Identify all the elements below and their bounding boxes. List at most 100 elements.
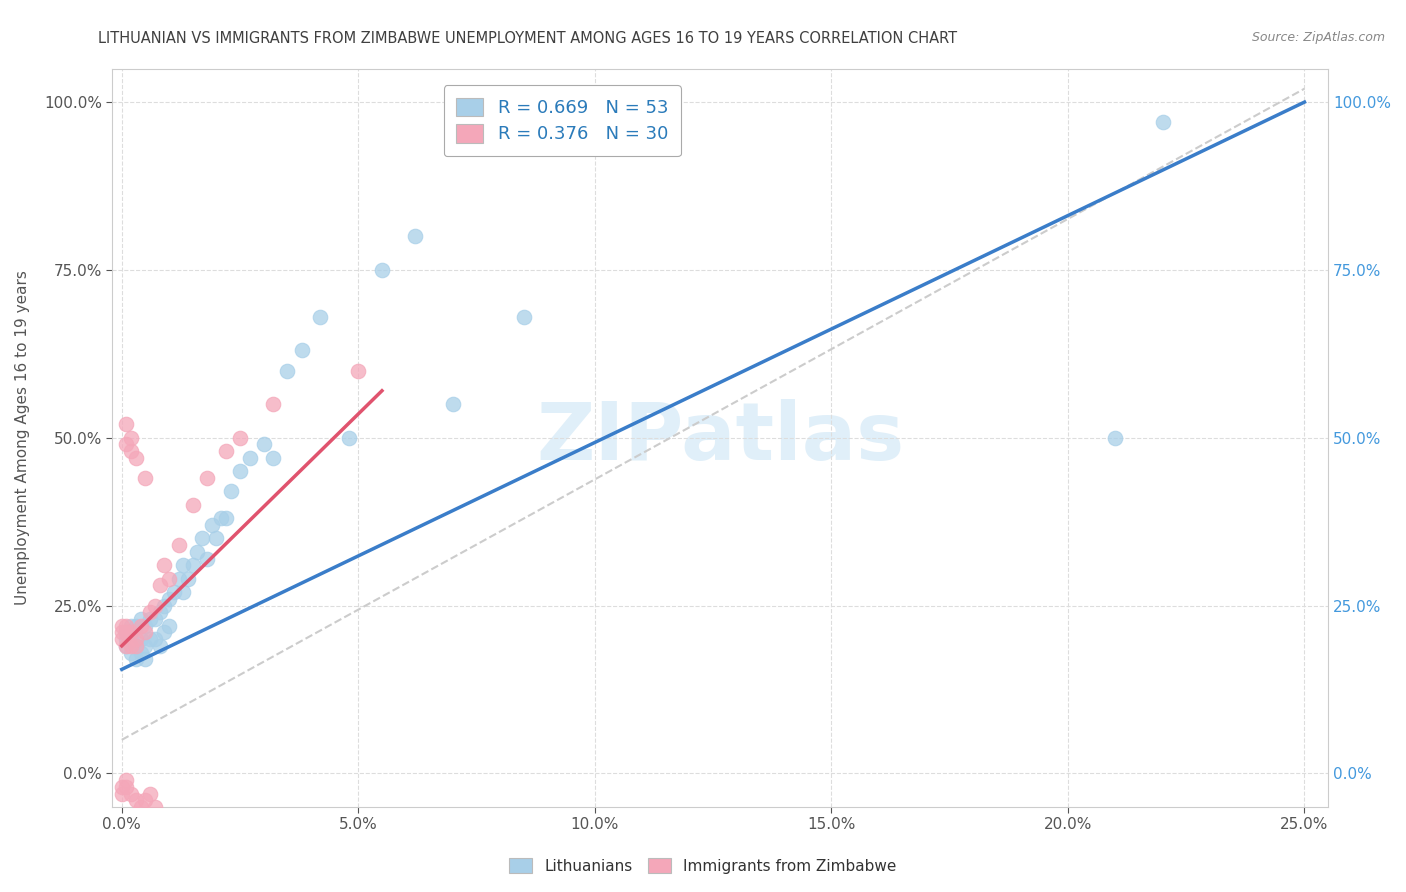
Point bbox=[172, 558, 194, 573]
Point bbox=[157, 591, 180, 606]
Point bbox=[215, 444, 238, 458]
Point bbox=[115, 639, 138, 653]
Point bbox=[1104, 431, 1126, 445]
Point bbox=[309, 310, 332, 324]
Point bbox=[134, 639, 156, 653]
Text: ZIPatlas: ZIPatlas bbox=[536, 399, 904, 476]
Point bbox=[143, 599, 166, 613]
Point bbox=[404, 229, 426, 244]
Point bbox=[125, 450, 148, 465]
Point bbox=[441, 397, 464, 411]
Point bbox=[111, 625, 134, 640]
Point bbox=[371, 263, 394, 277]
Point bbox=[120, 444, 142, 458]
Point bbox=[111, 780, 134, 794]
Point bbox=[215, 511, 238, 525]
Point bbox=[195, 471, 218, 485]
Point bbox=[129, 618, 152, 632]
Legend: R = 0.669   N = 53, R = 0.376   N = 30: R = 0.669 N = 53, R = 0.376 N = 30 bbox=[443, 85, 681, 156]
Point bbox=[134, 793, 156, 807]
Point bbox=[120, 625, 142, 640]
Point bbox=[139, 612, 162, 626]
Point bbox=[157, 572, 180, 586]
Point bbox=[201, 518, 224, 533]
Point bbox=[238, 450, 260, 465]
Point bbox=[143, 800, 166, 814]
Point bbox=[347, 363, 370, 377]
Point bbox=[125, 632, 148, 647]
Point bbox=[134, 471, 156, 485]
Text: Source: ZipAtlas.com: Source: ZipAtlas.com bbox=[1251, 31, 1385, 45]
Point bbox=[134, 652, 156, 666]
Point bbox=[290, 343, 312, 358]
Point bbox=[120, 646, 142, 660]
Point bbox=[262, 450, 284, 465]
Point bbox=[229, 464, 252, 478]
Point bbox=[157, 618, 180, 632]
Point bbox=[195, 551, 218, 566]
Point bbox=[125, 639, 148, 653]
Point bbox=[253, 437, 276, 451]
Point bbox=[139, 787, 162, 801]
Point bbox=[172, 585, 194, 599]
Point bbox=[143, 632, 166, 647]
Point bbox=[115, 773, 138, 788]
Point bbox=[153, 625, 176, 640]
Point bbox=[139, 632, 162, 647]
Point bbox=[115, 417, 138, 432]
Point bbox=[163, 585, 186, 599]
Point bbox=[115, 625, 138, 640]
Point bbox=[1152, 115, 1174, 129]
Point bbox=[149, 639, 172, 653]
Point bbox=[120, 431, 142, 445]
Point bbox=[115, 625, 138, 640]
Point bbox=[115, 780, 138, 794]
Point bbox=[139, 605, 162, 619]
Point bbox=[125, 639, 148, 653]
Point bbox=[149, 605, 172, 619]
Point bbox=[177, 572, 200, 586]
Point bbox=[129, 612, 152, 626]
Point bbox=[181, 558, 204, 573]
Point bbox=[276, 363, 298, 377]
Point bbox=[125, 652, 148, 666]
Point bbox=[111, 632, 134, 647]
Y-axis label: Unemployment Among Ages 16 to 19 years: Unemployment Among Ages 16 to 19 years bbox=[15, 270, 30, 605]
Point bbox=[219, 484, 242, 499]
Point bbox=[129, 632, 152, 647]
Point bbox=[111, 787, 134, 801]
Point bbox=[120, 618, 142, 632]
Point bbox=[125, 793, 148, 807]
Text: LITHUANIAN VS IMMIGRANTS FROM ZIMBABWE UNEMPLOYMENT AMONG AGES 16 TO 19 YEARS CO: LITHUANIAN VS IMMIGRANTS FROM ZIMBABWE U… bbox=[98, 31, 957, 46]
Point bbox=[209, 511, 232, 525]
Point bbox=[205, 532, 228, 546]
Point bbox=[125, 806, 148, 821]
Point bbox=[115, 632, 138, 647]
Point bbox=[181, 498, 204, 512]
Point bbox=[513, 310, 536, 324]
Point bbox=[115, 639, 138, 653]
Point bbox=[167, 572, 190, 586]
Point bbox=[115, 437, 138, 451]
Point bbox=[149, 578, 172, 592]
Point bbox=[167, 538, 190, 552]
Point bbox=[115, 618, 138, 632]
Legend: Lithuanians, Immigrants from Zimbabwe: Lithuanians, Immigrants from Zimbabwe bbox=[503, 852, 903, 880]
Point bbox=[153, 558, 176, 573]
Point bbox=[143, 612, 166, 626]
Point bbox=[120, 639, 142, 653]
Point bbox=[120, 787, 142, 801]
Point bbox=[129, 800, 152, 814]
Point bbox=[153, 599, 176, 613]
Point bbox=[337, 431, 360, 445]
Point bbox=[229, 431, 252, 445]
Point bbox=[111, 618, 134, 632]
Point bbox=[134, 625, 156, 640]
Point bbox=[125, 618, 148, 632]
Point bbox=[262, 397, 284, 411]
Point bbox=[191, 532, 214, 546]
Point bbox=[186, 545, 208, 559]
Point bbox=[134, 618, 156, 632]
Point bbox=[120, 632, 142, 647]
Point bbox=[129, 646, 152, 660]
